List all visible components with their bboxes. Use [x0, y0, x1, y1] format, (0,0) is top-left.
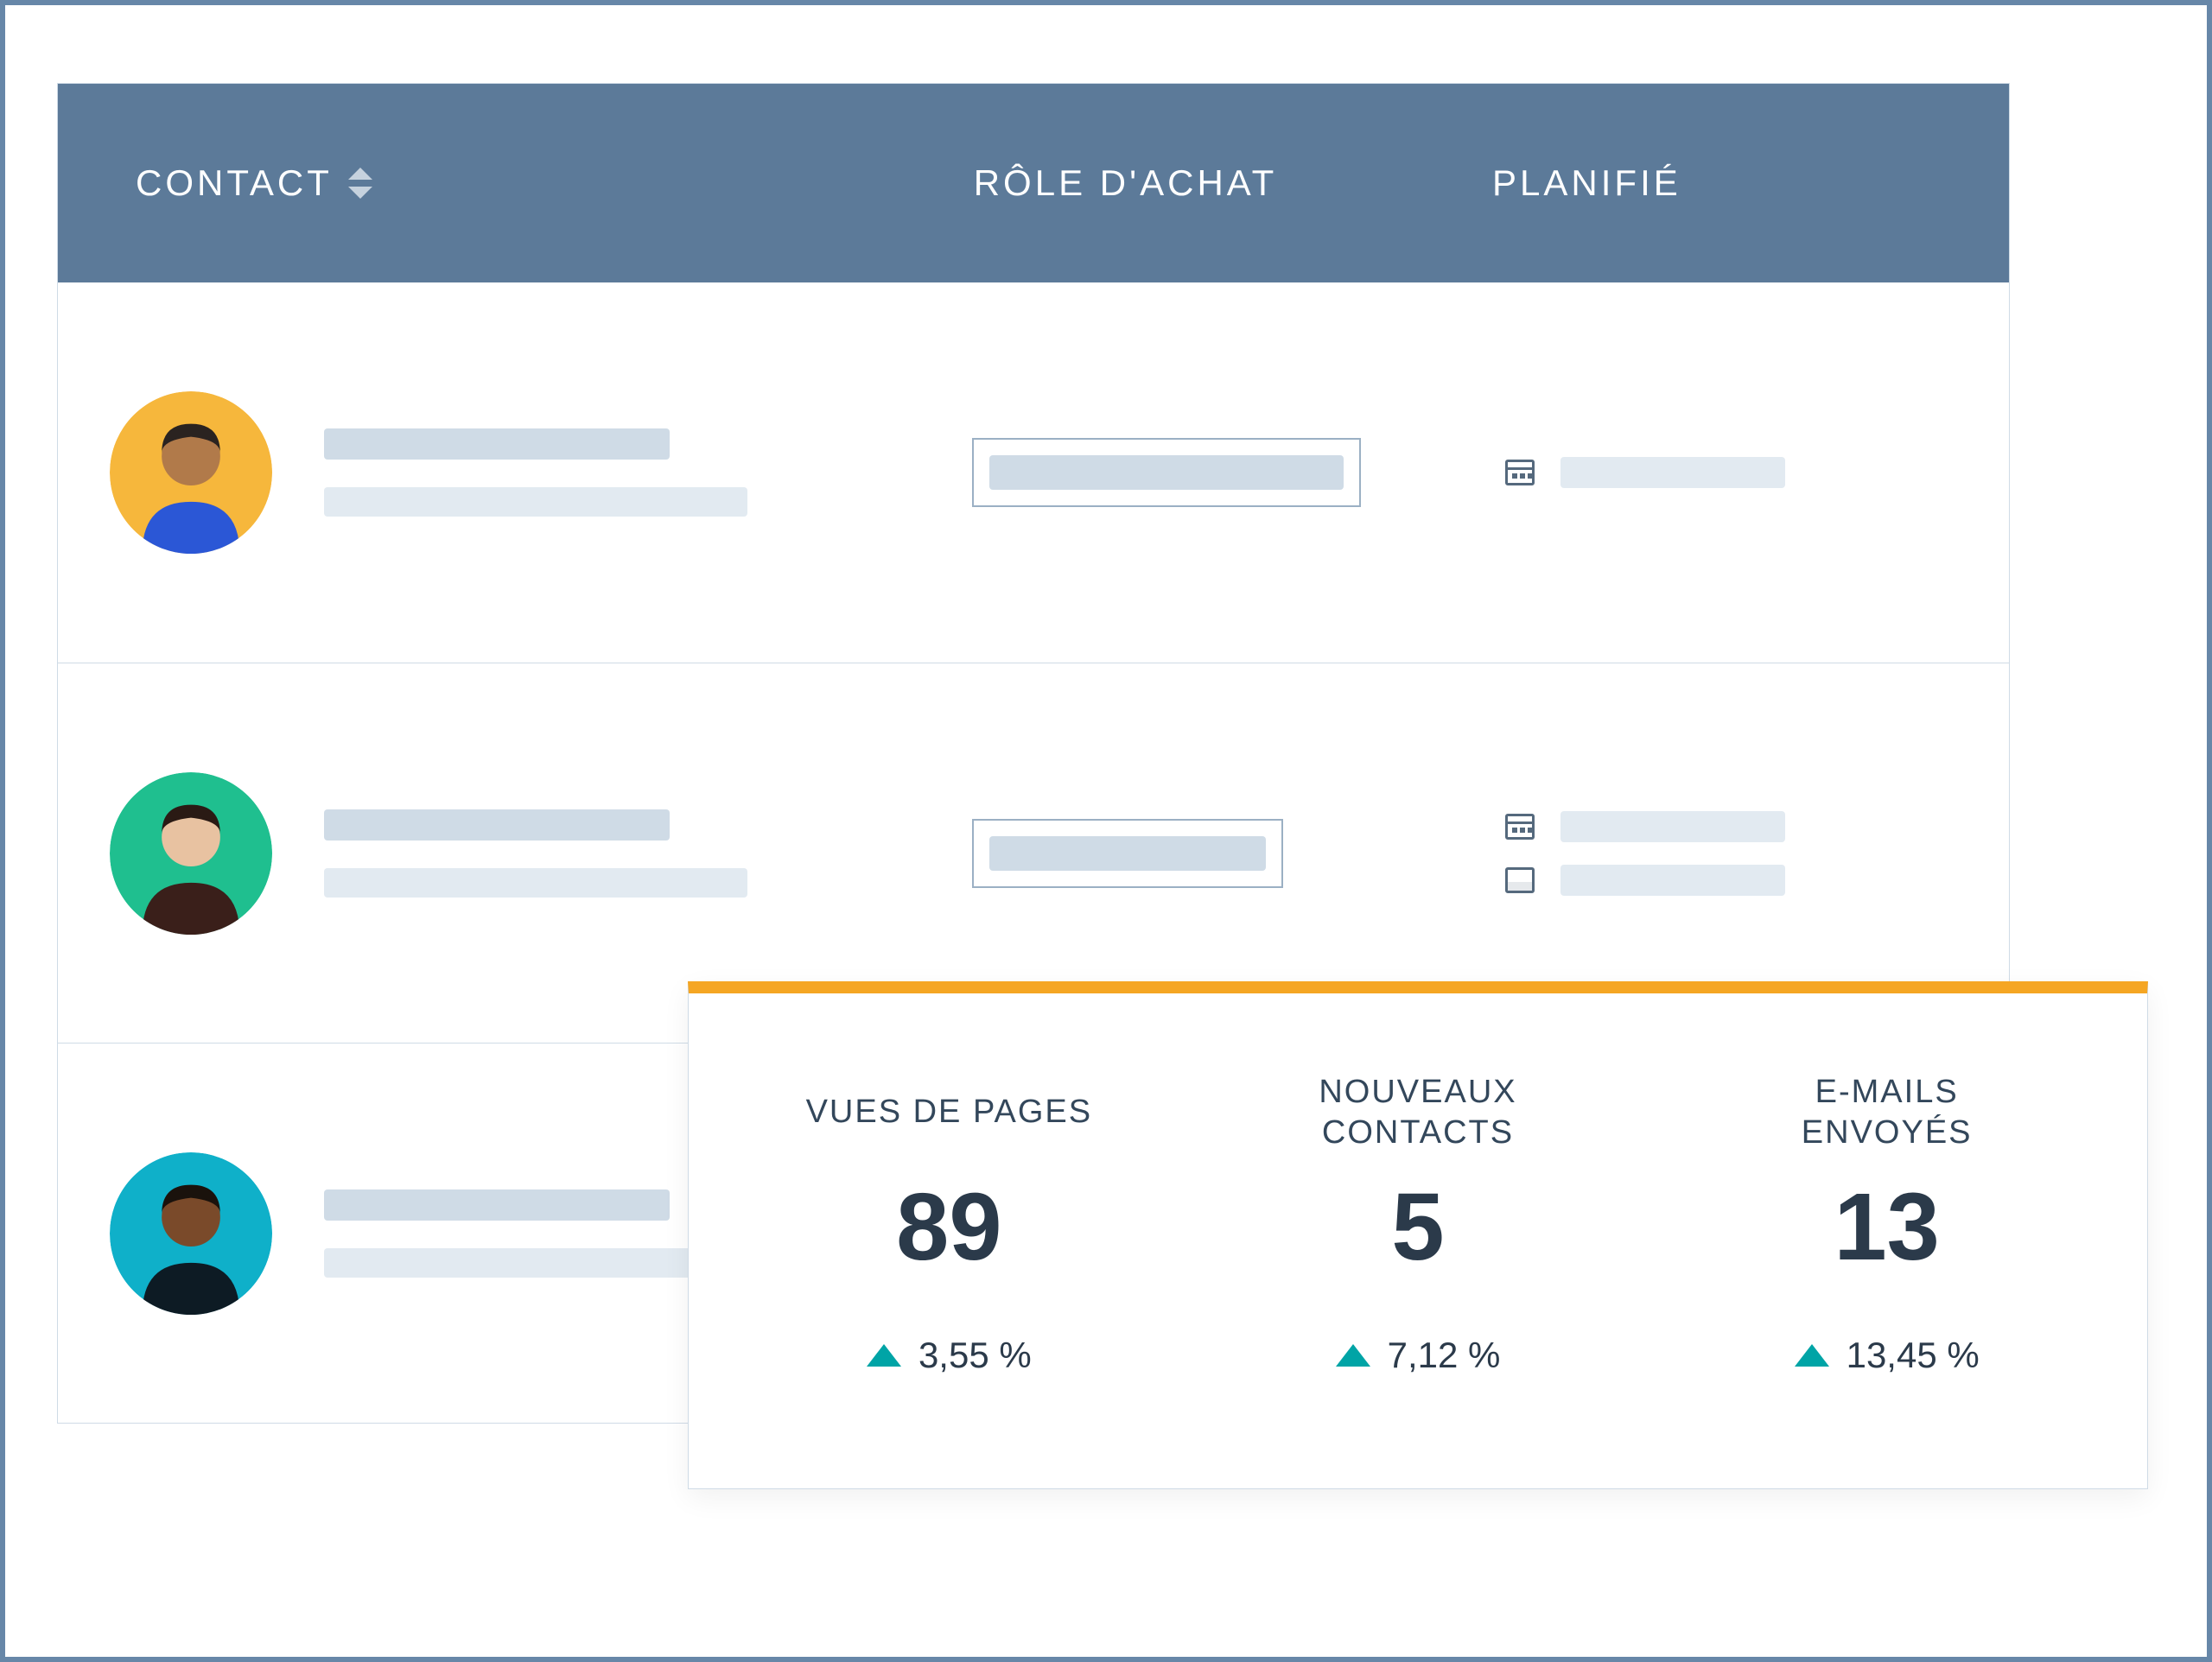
- stat-delta: 13,45 %: [1795, 1335, 1980, 1376]
- planned-item[interactable]: [1505, 457, 1957, 488]
- trend-up-icon: [1336, 1344, 1370, 1367]
- planned-cell: [1505, 811, 1957, 896]
- skeleton-line: [1560, 811, 1785, 842]
- skeleton-line: [1560, 457, 1785, 488]
- contact-cell: [110, 772, 972, 935]
- stat-delta-value: 7,12 %: [1388, 1335, 1501, 1376]
- skeleton-line: [324, 428, 670, 460]
- contact-cell: [110, 391, 972, 554]
- role-cell: [972, 819, 1506, 888]
- stat-label: VUES DE PAGES: [806, 1071, 1093, 1154]
- stat-label: E-MAILS ENVOYÉS: [1802, 1071, 1973, 1154]
- column-header-role-label: RÔLE D'ACHAT: [974, 162, 1278, 204]
- stat-delta: 3,55 %: [867, 1335, 1032, 1376]
- stat-value: 13: [1834, 1175, 1939, 1279]
- skeleton-line: [989, 455, 1344, 490]
- stat-delta-value: 13,45 %: [1847, 1335, 1980, 1376]
- sort-icon[interactable]: [348, 168, 372, 199]
- contact-text-placeholder: [324, 1189, 747, 1278]
- avatar: [110, 1152, 272, 1315]
- contact-text-placeholder: [324, 809, 747, 898]
- table-header-row: CONTACT RÔLE D'ACHAT PLANIFIÉ: [58, 84, 2009, 282]
- column-header-planned-label: PLANIFIÉ: [1492, 162, 1681, 204]
- table-row[interactable]: [58, 282, 2009, 663]
- avatar: [110, 391, 272, 554]
- planned-item[interactable]: [1505, 865, 1957, 896]
- stat-label: NOUVEAUX CONTACTS: [1319, 1071, 1516, 1154]
- role-select[interactable]: [972, 819, 1283, 888]
- skeleton-line: [1560, 865, 1785, 896]
- skeleton-line: [324, 809, 670, 841]
- card-icon: [1505, 867, 1535, 893]
- stat-value: 5: [1391, 1175, 1444, 1279]
- calendar-icon: [1505, 814, 1535, 840]
- stat-new-contacts: NOUVEAUX CONTACTS 5 7,12 %: [1184, 1071, 1653, 1376]
- planned-item[interactable]: [1505, 811, 1957, 842]
- calendar-icon: [1505, 460, 1535, 485]
- column-header-planned[interactable]: PLANIFIÉ: [1492, 162, 1931, 204]
- contact-text-placeholder: [324, 428, 747, 517]
- stats-card: VUES DE PAGES 89 3,55 % NOUVEAUX CONTACT…: [688, 981, 2148, 1489]
- skeleton-line: [324, 487, 747, 517]
- role-cell: [972, 438, 1506, 507]
- avatar: [110, 772, 272, 935]
- skeleton-line: [989, 836, 1266, 871]
- planned-cell: [1505, 457, 1957, 488]
- trend-up-icon: [1795, 1344, 1829, 1367]
- stat-value: 89: [896, 1175, 1001, 1279]
- stat-delta: 7,12 %: [1336, 1335, 1501, 1376]
- skeleton-line: [324, 1189, 670, 1221]
- role-select[interactable]: [972, 438, 1361, 507]
- stat-page-views: VUES DE PAGES 89 3,55 %: [715, 1071, 1184, 1376]
- stat-emails-sent: E-MAILS ENVOYÉS 13 13,45 %: [1652, 1071, 2121, 1376]
- column-header-contact-label: CONTACT: [136, 162, 333, 204]
- column-header-role[interactable]: RÔLE D'ACHAT: [974, 162, 1492, 204]
- stat-delta-value: 3,55 %: [918, 1335, 1032, 1376]
- skeleton-line: [324, 1248, 747, 1278]
- column-header-contact[interactable]: CONTACT: [136, 162, 974, 204]
- trend-up-icon: [867, 1344, 901, 1367]
- skeleton-line: [324, 868, 747, 898]
